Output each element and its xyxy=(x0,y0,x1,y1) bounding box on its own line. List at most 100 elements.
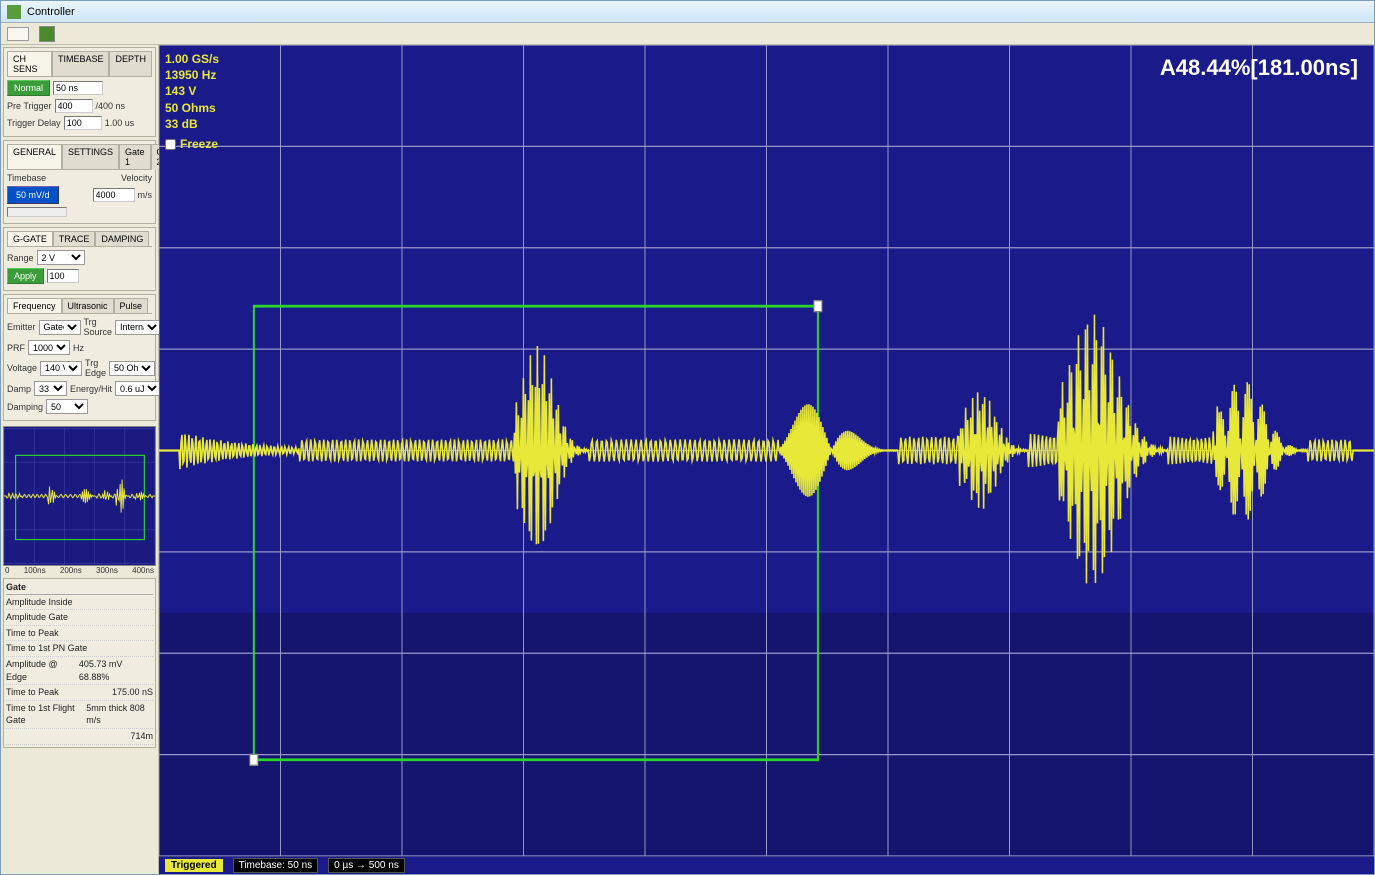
info-prf: 13950 Hz xyxy=(165,67,219,83)
preview-chart[interactable] xyxy=(3,426,156,566)
cursor-row-select[interactable]: 140 V xyxy=(40,361,82,376)
main-area: 1.00 GS/s 13950 Hz 143 V 50 Ohms 33 dB F… xyxy=(159,45,1374,874)
tab-ggate[interactable]: G-GATE xyxy=(7,231,53,246)
titlebar: Controller xyxy=(1,1,1374,23)
preview-axis-tick: 100ns xyxy=(24,566,46,575)
cursor-readout: A48.44%[181.00ns] xyxy=(1160,55,1358,81)
preview-container: 0 100ns 200ns 300ns 400ns xyxy=(3,424,156,575)
stat-label: Time to Peak xyxy=(6,627,59,640)
panel-ggate: G-GATE TRACE DAMPING Range 2 V Apply xyxy=(3,227,156,291)
freeze-checkbox[interactable] xyxy=(165,139,176,150)
stat-value: 714m xyxy=(130,730,153,743)
trigger-tabs: CH SENS TIMEBASE DEPTH xyxy=(7,51,152,77)
ggate-tabs: G-GATE TRACE DAMPING xyxy=(7,231,152,247)
general-velocity-label: Velocity xyxy=(121,173,152,183)
stat-label: Time to Peak xyxy=(6,686,59,699)
stat-value: 175.00 nS xyxy=(112,686,153,699)
body: CH SENS TIMEBASE DEPTH Normal Pre Trigge… xyxy=(1,45,1374,874)
tab-pulse[interactable]: Pulse xyxy=(114,298,149,313)
cursor-row-select[interactable]: 50 xyxy=(46,399,88,414)
range-info: 0 µs → 500 ns xyxy=(328,858,405,873)
preview-axis-tick: 300ns xyxy=(96,566,118,575)
sidebar: CH SENS TIMEBASE DEPTH Normal Pre Trigge… xyxy=(1,45,159,874)
cursor-row-label2: Energy/Hit xyxy=(70,384,112,394)
toolbar-button-1[interactable] xyxy=(7,27,29,41)
cursor-row-label: Emitter xyxy=(7,322,36,332)
general-timebase-label: Timebase xyxy=(7,173,46,183)
cursor-row-select[interactable]: 33 xyxy=(34,381,67,396)
pre-trigger-label: Pre Trigger xyxy=(7,101,52,111)
panel-trigger: CH SENS TIMEBASE DEPTH Normal Pre Trigge… xyxy=(3,47,156,137)
tab-settings[interactable]: SETTINGS xyxy=(62,144,119,169)
cursor-row-select[interactable]: 1000 xyxy=(28,340,70,355)
general-slider[interactable] xyxy=(7,207,67,217)
timebase-input[interactable] xyxy=(53,81,103,95)
chart-info: 1.00 GS/s 13950 Hz 143 V 50 Ohms 33 dB F… xyxy=(165,51,219,152)
range-select[interactable]: 2 V xyxy=(37,250,85,265)
tab-timebase[interactable]: TIMEBASE xyxy=(52,51,110,76)
info-sample-rate: 1.00 GS/s xyxy=(165,51,219,67)
info-gain: 33 dB xyxy=(165,116,219,132)
stat-label: Amplitude @ Edge xyxy=(6,658,79,683)
tab-frequency[interactable]: Frequency xyxy=(7,298,62,313)
preview-svg xyxy=(4,427,155,565)
timebase-info: Timebase: 50 ns xyxy=(233,858,319,873)
info-impedance: 50 Ohms xyxy=(165,100,219,116)
cursor-tabs: Frequency Ultrasonic Pulse xyxy=(7,298,152,314)
cursor-row-select2[interactable]: Internal xyxy=(115,320,161,335)
cursor-row-select[interactable]: Gated xyxy=(39,320,81,335)
timebase-mode-button[interactable]: Normal xyxy=(7,80,50,96)
cursor-row-unit: Hz xyxy=(73,343,84,353)
velocity-input[interactable] xyxy=(93,188,135,202)
tab-chsens[interactable]: CH SENS xyxy=(7,51,52,76)
preview-axis-tick: 200ns xyxy=(60,566,82,575)
cursor-row-select2[interactable]: 0.6 uJ xyxy=(115,381,161,396)
velocity-unit: m/s xyxy=(138,190,153,200)
tab-general[interactable]: GENERAL xyxy=(7,144,62,169)
cursor-row-label: Damp xyxy=(7,384,31,394)
tab-damping[interactable]: DAMPING xyxy=(95,231,149,246)
preview-axis-tick: 0 xyxy=(5,566,9,575)
trigger-delay-input[interactable] xyxy=(64,116,102,130)
pre-trigger-unit: /400 ns xyxy=(96,101,126,111)
stat-label: Time to 1st Flight Gate xyxy=(6,702,86,727)
panel-general: GENERAL SETTINGS Gate 1 Gate 2 Timebase … xyxy=(3,140,156,224)
stat-value: 405.73 mV 68.88% xyxy=(79,658,153,683)
main-chart[interactable]: 1.00 GS/s 13950 Hz 143 V 50 Ohms 33 dB F… xyxy=(159,45,1374,856)
preview-axis-tick: 400ns xyxy=(132,566,154,575)
chart-bottom-bar: Triggered Timebase: 50 ns 0 µs → 500 ns xyxy=(159,856,1374,874)
freeze-label: Freeze xyxy=(180,136,218,152)
cursor-row-select2[interactable]: 50 Ohms xyxy=(109,361,155,376)
sensitivity-button[interactable]: 50 mV/d xyxy=(7,186,59,204)
window-title: Controller xyxy=(27,6,75,18)
cursor-row-label: Damping xyxy=(7,402,43,412)
preview-axis: 0 100ns 200ns 300ns 400ns xyxy=(3,566,156,575)
app-window: Controller CH SENS TIMEBASE DEPTH Normal… xyxy=(0,0,1375,875)
info-voltage: 143 V xyxy=(165,83,219,99)
general-tabs: GENERAL SETTINGS Gate 1 Gate 2 xyxy=(7,144,152,170)
toolbar-run-icon[interactable] xyxy=(39,26,55,42)
tab-ultrasonic[interactable]: Ultrasonic xyxy=(62,298,114,313)
tab-gate1[interactable]: Gate 1 xyxy=(119,144,151,169)
panel-cursor: Frequency Ultrasonic Pulse Emitter Gated… xyxy=(3,294,156,421)
cursor-row-label: PRF xyxy=(7,343,25,353)
apply-input[interactable] xyxy=(47,269,79,283)
tab-depth[interactable]: DEPTH xyxy=(109,51,152,76)
trigger-delay-label: Trigger Delay xyxy=(7,118,61,128)
stat-label: Time to 1st PN Gate xyxy=(6,642,87,655)
tab-trace[interactable]: TRACE xyxy=(53,231,96,246)
stats-panel: Gate Amplitude InsideAmplitude GateTime … xyxy=(3,578,156,748)
trigger-delay-unit: 1.00 us xyxy=(105,118,135,128)
pre-trigger-input[interactable] xyxy=(55,99,93,113)
cursor-row-label2: Trg Edge xyxy=(85,358,106,378)
toolbar xyxy=(1,23,1374,45)
range-label: Range xyxy=(7,253,34,263)
apply-button[interactable]: Apply xyxy=(7,268,44,284)
cursor-row-label: Voltage xyxy=(7,363,37,373)
cursor-row-label2: Trg Source xyxy=(84,317,113,337)
stat-value: 5mm thick 808 m/s xyxy=(86,702,153,727)
chart-svg xyxy=(159,45,1374,856)
stat-label: Amplitude Inside xyxy=(6,596,73,609)
app-icon xyxy=(7,5,21,19)
stats-header: Gate xyxy=(6,581,153,595)
